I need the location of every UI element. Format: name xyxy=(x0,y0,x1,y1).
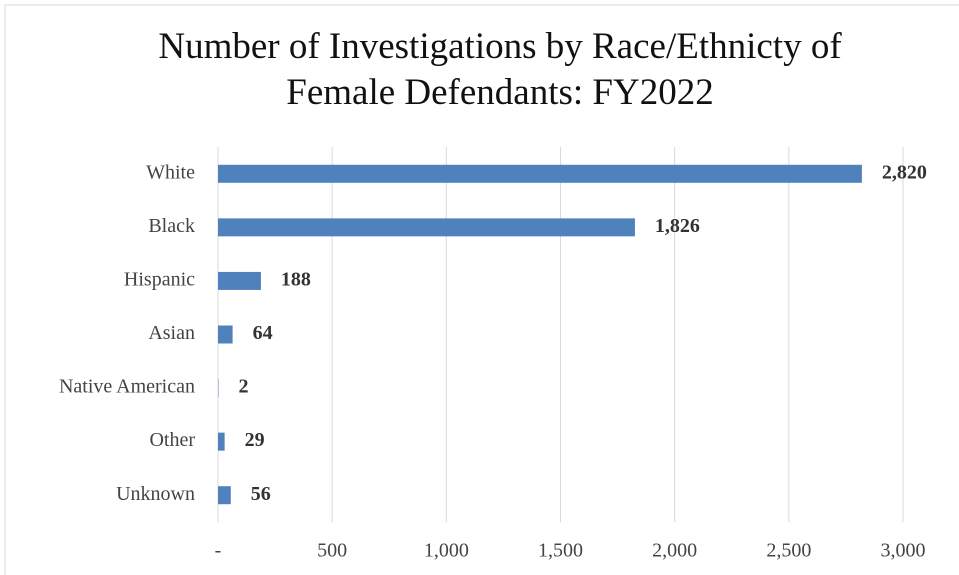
y-tick-label: Unknown xyxy=(116,483,195,505)
bar xyxy=(218,271,261,290)
y-tick-label: White xyxy=(146,161,195,183)
value-label: 2 xyxy=(238,376,248,398)
value-label: 2,820 xyxy=(882,161,927,183)
value-label: 188 xyxy=(281,269,311,291)
bar xyxy=(218,164,862,183)
y-tick-label: Native American xyxy=(59,376,195,398)
value-label: 56 xyxy=(251,483,271,505)
x-tick-label: 2,000 xyxy=(652,540,697,562)
chart-frame xyxy=(4,4,959,575)
x-tick-label: 3,000 xyxy=(881,540,926,562)
bar xyxy=(218,432,225,451)
y-tick-label: Black xyxy=(148,215,195,237)
value-label: 64 xyxy=(253,322,273,344)
y-tick-label: Hispanic xyxy=(124,269,195,291)
x-tick-label: - xyxy=(215,540,222,562)
x-tick-label: 1,000 xyxy=(424,540,469,562)
x-tick-label: 2,500 xyxy=(766,540,811,562)
x-tick-label: 1,500 xyxy=(538,540,583,562)
value-label: 1,826 xyxy=(655,215,700,237)
y-tick-label: Other xyxy=(149,429,195,451)
value-label: 29 xyxy=(245,429,265,451)
bar xyxy=(218,325,233,344)
bar xyxy=(218,218,635,237)
x-tick-label: 500 xyxy=(317,540,347,562)
y-tick-label: Asian xyxy=(148,322,195,344)
chart-title: Number of Investigations by Race/Ethnict… xyxy=(158,26,842,113)
bar xyxy=(218,486,231,505)
